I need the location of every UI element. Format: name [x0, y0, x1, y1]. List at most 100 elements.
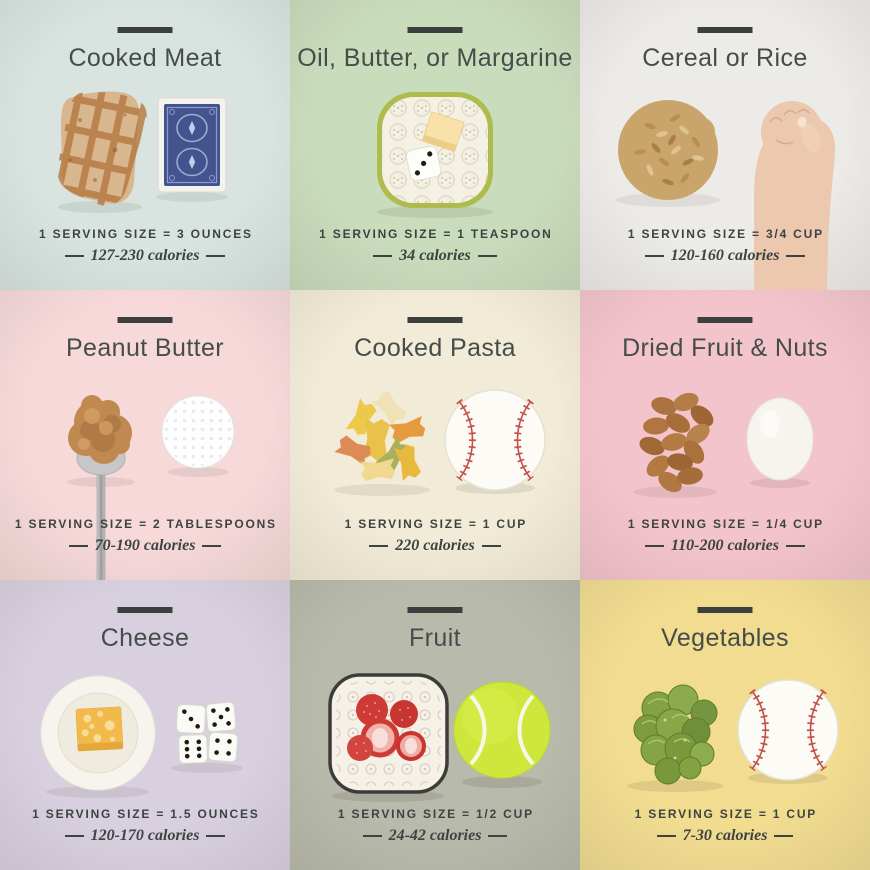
- tennis-ball-image: [453, 681, 551, 788]
- calories-text: 70-190 calories: [0, 537, 290, 555]
- serving-size-text: 1 SERVING SIZE = 3/4 CUP: [627, 227, 824, 241]
- right-dash: [488, 835, 508, 837]
- cell-title: Vegetables: [661, 624, 789, 652]
- left-dash: [64, 255, 84, 257]
- calories-text: 34 calories: [290, 247, 580, 265]
- serving-size-text: 1 SERVING SIZE = 3 OUNCES: [38, 227, 253, 241]
- cell-dried-fruit-nuts: Dried Fruit & Nuts: [580, 290, 870, 580]
- pasta-pile-image: [334, 391, 430, 496]
- left-dash: [644, 255, 664, 257]
- left-dash: [656, 835, 676, 837]
- calories-value: 70-190 calories: [94, 537, 196, 554]
- rice-and-fist-photo: [580, 0, 870, 290]
- peanut-butter-spoon-photo: [0, 290, 290, 580]
- cell-oil-butter-margarine: Oil, Butter, or Margarine: [290, 0, 580, 290]
- serving-size-text: 1 SERVING SIZE = 2 TABLESPOONS: [14, 517, 277, 531]
- cell-vegetables: Vegetables: [580, 580, 870, 870]
- baseball-image: [444, 389, 546, 494]
- title-accent-bar: [697, 317, 753, 323]
- left-dash: [68, 545, 88, 547]
- almonds-and-egg-photo: [580, 290, 870, 580]
- cell-fruit: Fruit: [290, 580, 580, 870]
- cell-title: Cereal or Rice: [642, 44, 808, 72]
- title-accent-bar: [407, 317, 463, 323]
- cooked-meat-photo: [0, 0, 290, 290]
- rice-pile-image: [616, 100, 720, 207]
- serving-size-text: 1 SERVING SIZE = 1.5 OUNCES: [32, 807, 260, 821]
- almonds-image: [633, 392, 717, 498]
- serving-size-text: 1 SERVING SIZE = 1/2 CUP: [337, 807, 534, 821]
- cheese-on-plate-image: [40, 675, 156, 798]
- right-dash: [206, 255, 226, 257]
- left-dash: [369, 545, 389, 547]
- calories-value: 24-42 calories: [388, 827, 482, 844]
- baseball-image: [737, 679, 839, 784]
- cell-cooked-meat: Cooked Meat: [0, 0, 290, 290]
- calories-value: 110-200 calories: [671, 537, 779, 554]
- calories-text: 7-30 calories: [580, 827, 870, 845]
- calories-value: 34 calories: [399, 247, 471, 264]
- title-accent-bar: [697, 27, 753, 33]
- cell-cereal-rice: Cereal or Rice: [580, 0, 870, 290]
- cell-title: Cooked Meat: [68, 44, 222, 72]
- cell-title: Dried Fruit & Nuts: [622, 334, 828, 362]
- butter-dish-photo: [290, 0, 580, 290]
- right-dash: [477, 255, 497, 257]
- strawberry-dish-image: [328, 673, 449, 802]
- title-accent-bar: [407, 27, 463, 33]
- golf-ball-image: [161, 395, 235, 477]
- right-dash: [786, 255, 806, 257]
- cell-title: Peanut Butter: [65, 334, 225, 362]
- serving-size-text: 1 SERVING SIZE = 1 CUP: [634, 807, 818, 821]
- egg-image: [746, 397, 814, 488]
- right-dash: [202, 545, 222, 547]
- right-dash: [481, 545, 501, 547]
- butter-cube-image: [421, 111, 465, 152]
- playing-card-deck-image: [156, 97, 228, 202]
- cell-title: Cheese: [100, 624, 190, 652]
- title-accent-bar: [697, 607, 753, 613]
- right-dash: [786, 545, 805, 547]
- calories-text: 110-200 calories: [580, 537, 870, 555]
- cell-title: Oil, Butter, or Margarine: [297, 44, 573, 72]
- four-dice-image: [171, 701, 243, 773]
- left-dash: [362, 835, 382, 837]
- calories-text: 120-160 calories: [580, 247, 870, 265]
- left-dash: [64, 835, 84, 837]
- calories-value: 120-170 calories: [90, 827, 200, 844]
- title-accent-bar: [117, 607, 173, 613]
- brussels-sprouts-image: [627, 684, 723, 792]
- right-dash: [206, 835, 226, 837]
- pasta-and-baseball-photo: [290, 290, 580, 580]
- cell-title: Fruit: [409, 624, 461, 652]
- calories-text: 120-170 calories: [0, 827, 290, 845]
- calories-value: 127-230 calories: [90, 247, 200, 264]
- calories-value: 220 calories: [395, 537, 475, 554]
- calories-text: 24-42 calories: [290, 827, 580, 845]
- title-accent-bar: [117, 27, 173, 33]
- calories-value: 120-160 calories: [670, 247, 780, 264]
- cell-title: Cooked Pasta: [354, 334, 516, 362]
- right-dash: [774, 835, 794, 837]
- calories-text: 220 calories: [290, 537, 580, 555]
- serving-size-text: 1 SERVING SIZE = 1 TEASPOON: [319, 227, 553, 241]
- left-dash: [373, 255, 393, 257]
- serving-size-text: 1 SERVING SIZE = 1/4 CUP: [627, 517, 824, 531]
- brussels-sprouts-and-baseball-photo: [580, 580, 870, 870]
- spoon-with-peanut-butter-image: [67, 395, 135, 580]
- grilled-meat-image: [50, 84, 151, 213]
- title-accent-bar: [407, 607, 463, 613]
- calories-value: 7-30 calories: [682, 827, 768, 844]
- fist-and-arm-image: [754, 101, 836, 290]
- title-accent-bar: [117, 317, 173, 323]
- left-dash: [645, 545, 664, 547]
- cell-peanut-butter: Peanut Butter: [0, 290, 290, 580]
- strawberries-and-tennis-ball-photo: [290, 580, 580, 870]
- cheese-and-dice-photo: [0, 580, 290, 870]
- serving-size-text: 1 SERVING SIZE = 1 CUP: [344, 517, 528, 531]
- calories-text: 127-230 calories: [0, 247, 290, 265]
- cell-cooked-pasta: Cooked Pasta: [290, 290, 580, 580]
- cell-cheese: Cheese: [0, 580, 290, 870]
- die-image: [405, 145, 442, 182]
